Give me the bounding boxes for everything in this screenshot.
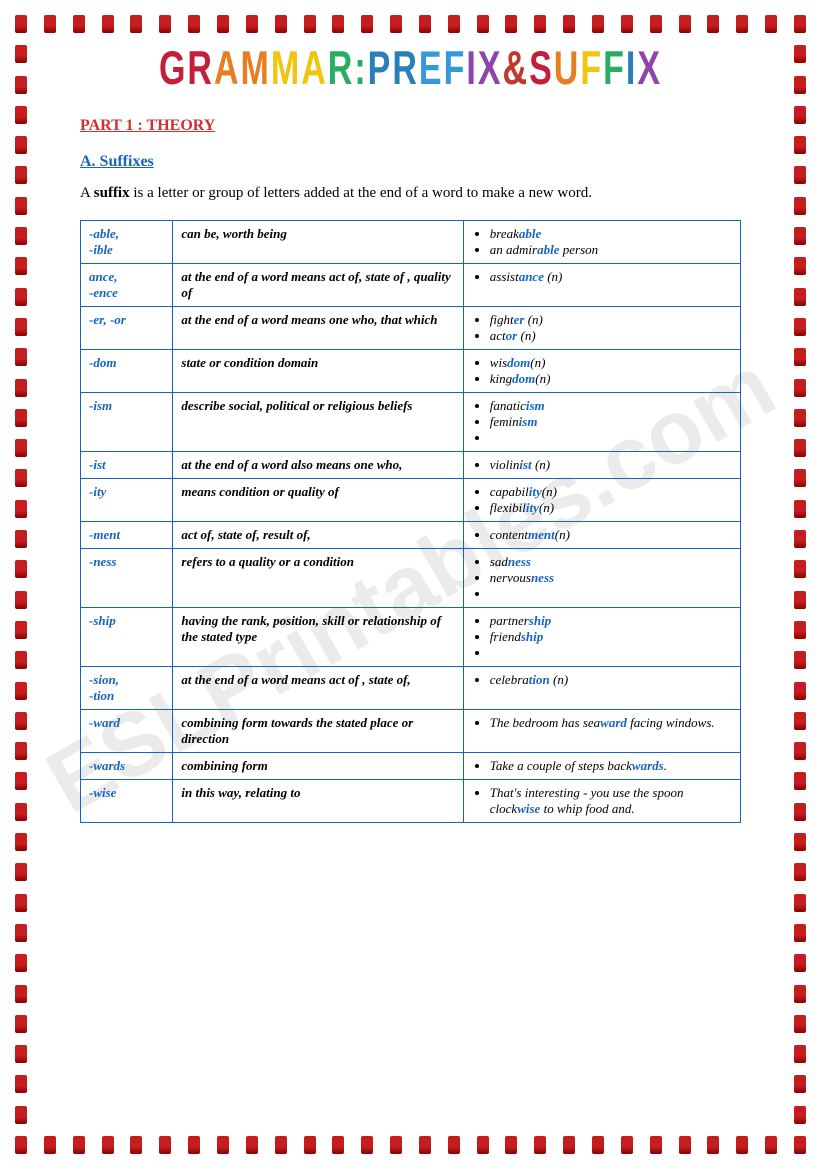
meaning-cell: means condition or quality of: [173, 479, 463, 522]
example-item: nervousness: [490, 570, 732, 586]
table-row: -nessrefers to a quality or a conditions…: [81, 549, 741, 608]
example-item: fighter (n): [490, 312, 732, 328]
example-item: assistance (n): [490, 269, 732, 285]
table-row: -ismdescribe social, political or religi…: [81, 393, 741, 452]
suffix-cell: -ment: [81, 522, 173, 549]
example-item: That's interesting - you use the spoon c…: [490, 785, 732, 817]
page-title: GRAMMAR : PREFIX & SUFFIX: [80, 42, 741, 97]
table-row: -domstate or condition domainwisdom(n)ki…: [81, 350, 741, 393]
example-item: friendship: [490, 629, 732, 645]
example-item: contentment(n): [490, 527, 732, 543]
examples-cell: sadnessnervousness: [463, 549, 740, 608]
table-row: -er, -orat the end of a word means one w…: [81, 307, 741, 350]
meaning-cell: having the rank, position, skill or rela…: [173, 608, 463, 667]
page-content: GRAMMAR : PREFIX & SUFFIX PART 1 : THEOR…: [40, 30, 781, 843]
meaning-cell: state or condition domain: [173, 350, 463, 393]
table-row: -itymeans condition or quality ofcapabil…: [81, 479, 741, 522]
meaning-cell: in this way, relating to: [173, 780, 463, 823]
examples-cell: wisdom(n)kingdom(n): [463, 350, 740, 393]
meaning-cell: combining form: [173, 753, 463, 780]
examples-cell: fanaticismfeminism: [463, 393, 740, 452]
meaning-cell: at the end of a word means one who, that…: [173, 307, 463, 350]
table-row: -istat the end of a word also means one …: [81, 452, 741, 479]
suffix-cell: -ism: [81, 393, 173, 452]
table-row: -mentact of, state of, result of, content…: [81, 522, 741, 549]
example-item: actor (n): [490, 328, 732, 344]
suffix-cell: -wise: [81, 780, 173, 823]
example-item: sadness: [490, 554, 732, 570]
example-item: [490, 430, 732, 446]
intro-text: A suffix is a letter or group of letters…: [80, 185, 741, 202]
example-item: breakable: [490, 226, 732, 242]
example-item: [490, 645, 732, 661]
suffix-table: -able,-iblecan be, worth beingbreakablea…: [80, 220, 741, 823]
examples-cell: fighter (n)actor (n): [463, 307, 740, 350]
example-item: feminism: [490, 414, 732, 430]
suffix-cell: -ist: [81, 452, 173, 479]
table-row: -shiphaving the rank, position, skill or…: [81, 608, 741, 667]
examples-cell: That's interesting - you use the spoon c…: [463, 780, 740, 823]
meaning-cell: act of, state of, result of,: [173, 522, 463, 549]
example-item: celebration (n): [490, 672, 732, 688]
example-item: an admirable person: [490, 242, 732, 258]
meaning-cell: at the end of a word means act of, state…: [173, 264, 463, 307]
example-item: [490, 586, 732, 602]
suffix-cell: -ship: [81, 608, 173, 667]
examples-cell: The bedroom has seaward facing windows.: [463, 710, 740, 753]
example-item: kingdom(n): [490, 371, 732, 387]
suffix-table-body: -able,-iblecan be, worth beingbreakablea…: [81, 221, 741, 823]
table-row: ance,-enceat the end of a word means act…: [81, 264, 741, 307]
examples-cell: assistance (n): [463, 264, 740, 307]
suffix-cell: -wards: [81, 753, 173, 780]
example-item: violinist (n): [490, 457, 732, 473]
meaning-cell: at the end of a word means act of , stat…: [173, 667, 463, 710]
examples-cell: partnershipfriendship: [463, 608, 740, 667]
table-row: -able,-iblecan be, worth beingbreakablea…: [81, 221, 741, 264]
suffix-cell: -ness: [81, 549, 173, 608]
suffix-cell: ance,-ence: [81, 264, 173, 307]
table-row: -sion,-tionat the end of a word means ac…: [81, 667, 741, 710]
suffix-cell: -ward: [81, 710, 173, 753]
table-row: -wisein this way, relating to That's inte…: [81, 780, 741, 823]
examples-cell: violinist (n): [463, 452, 740, 479]
example-item: partnership: [490, 613, 732, 629]
example-item: capability(n): [490, 484, 732, 500]
meaning-cell: can be, worth being: [173, 221, 463, 264]
suffix-cell: -able,-ible: [81, 221, 173, 264]
part-heading: PART 1 : THEORY: [80, 117, 741, 135]
suffix-cell: -er, -or: [81, 307, 173, 350]
meaning-cell: combining form towards the stated place …: [173, 710, 463, 753]
examples-cell: capability(n)flexibility(n): [463, 479, 740, 522]
examples-cell: celebration (n): [463, 667, 740, 710]
example-item: fanaticism: [490, 398, 732, 414]
example-item: The bedroom has seaward facing windows.: [490, 715, 732, 731]
table-row: -wardscombining form Take a couple of ste…: [81, 753, 741, 780]
examples-cell: contentment(n): [463, 522, 740, 549]
examples-cell: breakablean admirable person: [463, 221, 740, 264]
suffix-cell: -sion,-tion: [81, 667, 173, 710]
section-heading: A. Suffixes: [80, 153, 741, 171]
meaning-cell: at the end of a word also means one who,: [173, 452, 463, 479]
example-item: wisdom(n): [490, 355, 732, 371]
examples-cell: Take a couple of steps backwards.: [463, 753, 740, 780]
suffix-cell: -dom: [81, 350, 173, 393]
meaning-cell: refers to a quality or a condition: [173, 549, 463, 608]
table-row: -wardcombining form towards the stated p…: [81, 710, 741, 753]
example-item: flexibility(n): [490, 500, 732, 516]
meaning-cell: describe social, political or religious …: [173, 393, 463, 452]
example-item: Take a couple of steps backwards.: [490, 758, 732, 774]
suffix-cell: -ity: [81, 479, 173, 522]
